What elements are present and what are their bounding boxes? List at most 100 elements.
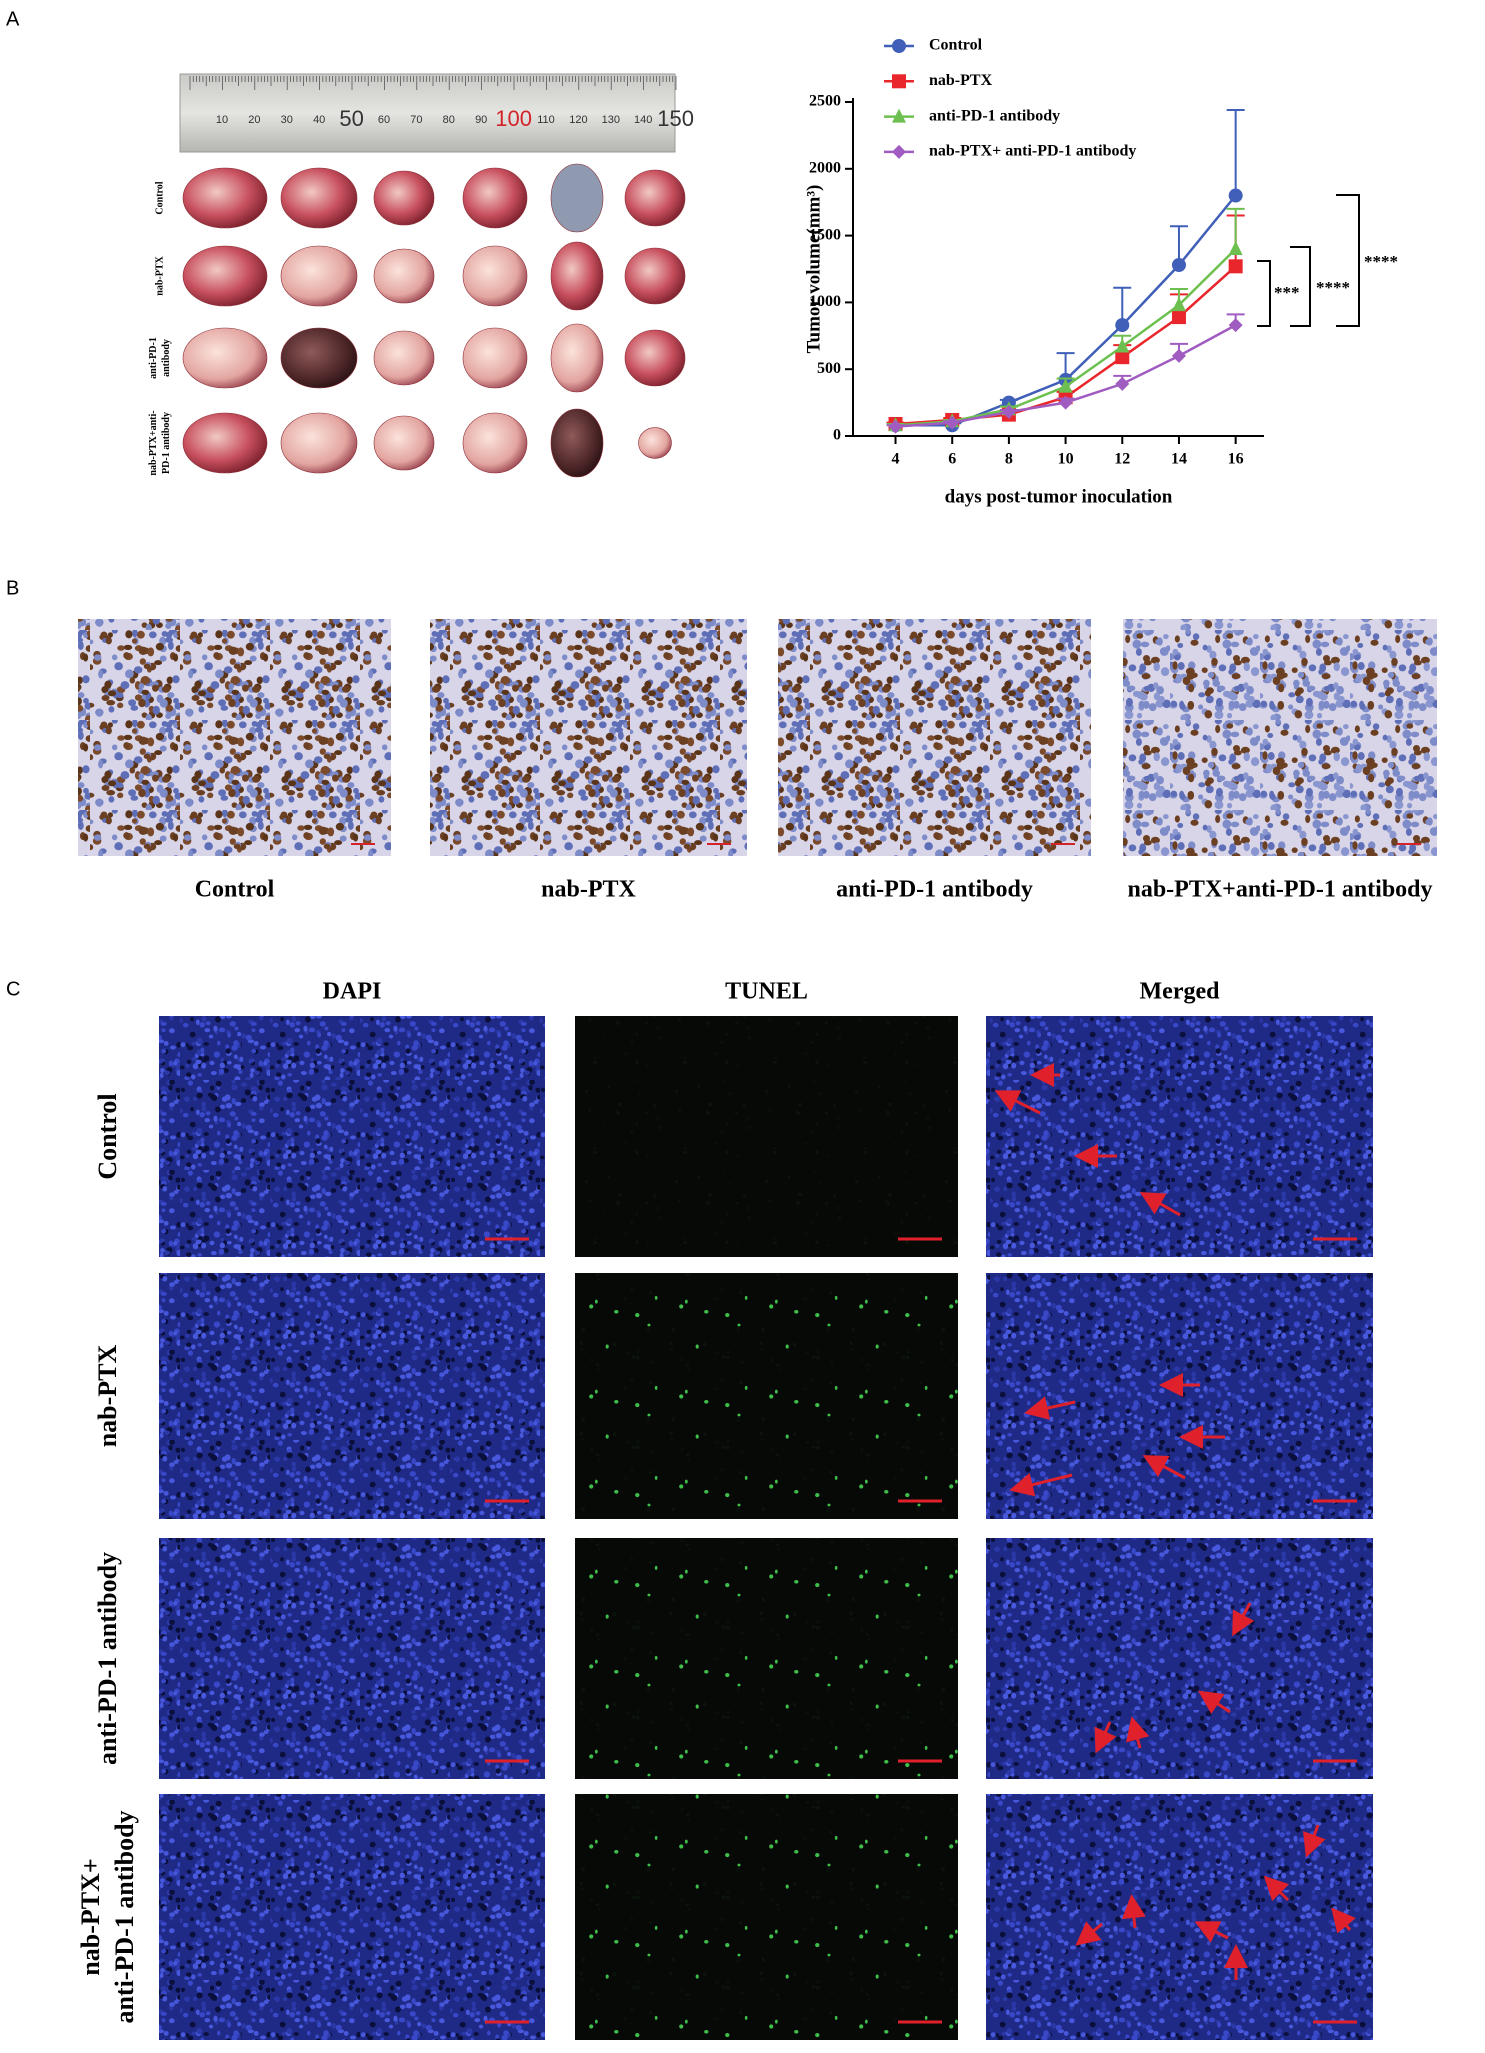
- tumor-photo: [182, 327, 268, 389]
- tumor-row-label: nab-PTX+anti-: [148, 410, 159, 475]
- significance-label: ****: [1364, 252, 1398, 271]
- arrow: [1094, 1721, 1117, 1754]
- data-point: [945, 415, 960, 430]
- significance-bracket: [1290, 246, 1311, 327]
- x-tick-label: 12: [1114, 451, 1130, 468]
- ruler-label: 90: [475, 114, 487, 126]
- panel-label: C: [6, 978, 20, 1000]
- x-tick-label: 16: [1228, 451, 1244, 468]
- arrow: [1194, 1921, 1229, 1943]
- significance-label: ***: [1274, 283, 1300, 302]
- data-point: [1171, 297, 1186, 312]
- ruler-label: 120: [569, 114, 587, 126]
- tumor-photo: [462, 327, 528, 389]
- data-point: [1171, 257, 1186, 272]
- significance-label: ****: [1316, 278, 1350, 297]
- data-point: [1228, 259, 1243, 274]
- ihc-image: [778, 619, 1091, 856]
- legend-label: nab-PTX: [929, 72, 993, 89]
- data-point: [1115, 350, 1130, 365]
- fluorescence-image: [575, 1016, 958, 1257]
- x-axis-label: days post-tumor inoculation: [945, 486, 1173, 507]
- significance-bracket: [1257, 260, 1271, 327]
- tumor-photo: [373, 415, 435, 471]
- arrow: [1024, 1396, 1076, 1420]
- ihc-image: [430, 619, 747, 856]
- ruler-label: 150: [657, 106, 694, 131]
- data-point: [1058, 378, 1073, 393]
- legend-marker: [892, 144, 906, 159]
- legend-marker: [892, 39, 906, 53]
- panel-label: B: [6, 577, 19, 599]
- arrow: [1302, 1824, 1326, 1858]
- tumor-photo: [462, 167, 528, 229]
- tumor-photo: [550, 323, 604, 393]
- column-header: TUNEL: [725, 979, 808, 1005]
- ruler-label: 30: [281, 114, 293, 126]
- x-tick-label: 4: [892, 451, 900, 468]
- ruler-label: 110: [537, 114, 555, 126]
- fluorescence-image: [159, 1538, 545, 1779]
- tumor-photo: [550, 408, 604, 478]
- legend-label: anti-PD-1 antibody: [929, 107, 1060, 124]
- ihc-image: [78, 619, 391, 856]
- arrow: [1139, 1192, 1181, 1217]
- tumor-photo: [182, 412, 268, 474]
- tumor-photo: [373, 170, 435, 226]
- y-axis-label: Tumor volume(mm³): [803, 185, 824, 354]
- significance-bracket: [1336, 194, 1360, 327]
- legend-marker: [892, 108, 906, 123]
- data-point: [1228, 240, 1243, 255]
- ruler-label: 140: [634, 114, 652, 126]
- tumor-photo: [462, 245, 528, 307]
- tumor-photo: [550, 163, 604, 233]
- fluorescence-image: [159, 1016, 545, 1257]
- tumor-row-label: antibody: [161, 339, 172, 377]
- arrow: [1263, 1875, 1290, 1902]
- tumor-row-label: PD-1 antibody: [161, 412, 172, 474]
- x-tick-label: 14: [1171, 451, 1187, 468]
- data-point: [1115, 338, 1130, 353]
- column-header: Merged: [1140, 979, 1221, 1005]
- tumor-row-label: nab-PTX: [154, 255, 165, 295]
- ruler-label: 60: [378, 114, 390, 126]
- data-point: [1001, 404, 1016, 419]
- column-header: DAPI: [323, 979, 382, 1005]
- arrow: [1126, 1716, 1150, 1749]
- ruler-label: 70: [410, 114, 422, 126]
- data-point: [1115, 318, 1130, 333]
- data-point: [1115, 376, 1130, 391]
- fluorescence-image: [159, 1273, 545, 1519]
- arrow: [994, 1090, 1041, 1115]
- x-tick-label: 10: [1058, 451, 1074, 468]
- row-label: nab-PTX: [93, 1344, 122, 1447]
- data-point: [1058, 395, 1073, 410]
- row-label: nab-PTX+: [76, 1858, 105, 1975]
- row-label: anti-PD-1 antibody: [93, 1552, 122, 1765]
- tumor-photo: [280, 412, 358, 474]
- ruler-label: 10: [216, 114, 228, 126]
- fluorescence-image: [575, 1273, 958, 1519]
- tumor-photo: [182, 167, 268, 229]
- tumor-photo: [624, 247, 686, 305]
- ihc-label: anti-PD-1 antibody: [836, 877, 1033, 903]
- row-label: anti-PD-1 antibody: [110, 1810, 139, 2023]
- ihc-label: nab-PTX+anti-PD-1 antibody: [1127, 877, 1432, 903]
- data-point: [1171, 310, 1186, 325]
- ruler-label: 40: [313, 114, 325, 126]
- tumor-photo: [373, 330, 435, 386]
- legend-label: Control: [929, 37, 983, 54]
- y-tick-label: 1000: [809, 293, 841, 310]
- data-point: [1228, 188, 1243, 203]
- row-label: Control: [93, 1093, 122, 1179]
- ruler-label: 80: [443, 114, 455, 126]
- y-tick-label: 0: [833, 427, 841, 444]
- tumor-photo: [638, 427, 672, 459]
- y-tick-label: 1500: [809, 226, 841, 243]
- x-tick-label: 6: [948, 451, 956, 468]
- tumor-row-label: Control: [154, 181, 165, 214]
- ruler-label: 130: [602, 114, 620, 126]
- fluorescence-image: [986, 1016, 1373, 1257]
